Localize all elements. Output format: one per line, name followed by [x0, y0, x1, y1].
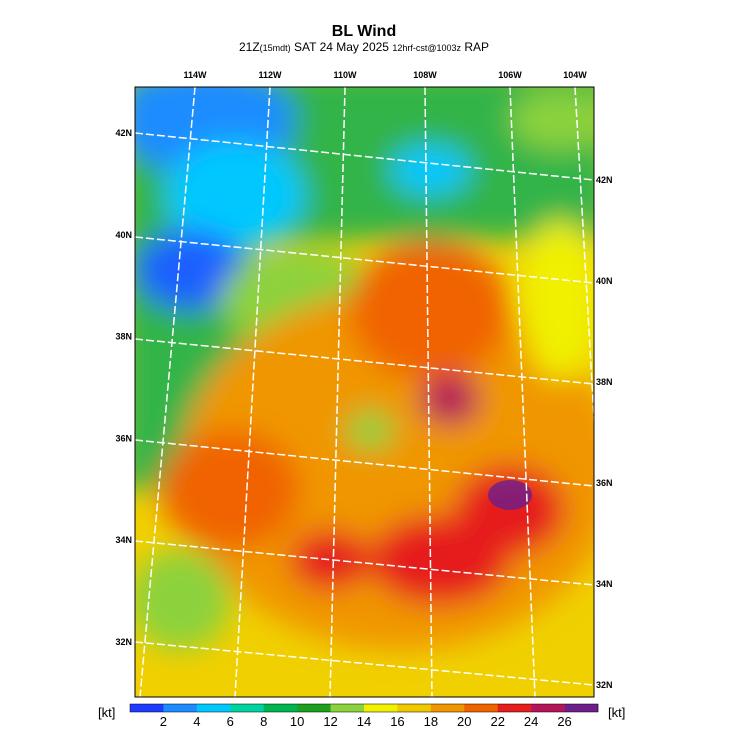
latitude-label: 34N: [115, 535, 132, 545]
colorbar-swatch: [263, 704, 298, 712]
title: BL Wind: [332, 23, 396, 40]
colorbar-tick-label: 22: [490, 714, 504, 729]
latitude-label: 40N: [115, 230, 132, 240]
colorbar-tick-label: 6: [227, 714, 234, 729]
colorbar-swatch: [163, 704, 198, 712]
latitude-label: 36N: [115, 433, 132, 443]
colorbar-unit: [kt]: [608, 705, 625, 720]
longitude-label: 114W: [183, 70, 207, 80]
colorbar-tick-label: 10: [290, 714, 304, 729]
colorbar-tick-label: 2: [160, 714, 167, 729]
subtitle: 21Z(15mdt) SAT 24 May 2025 12hrf-cst@100…: [239, 40, 489, 54]
colorbar-swatch: [196, 704, 231, 712]
colorbar-tick-label: 12: [323, 714, 337, 729]
colorbar-swatch: [330, 704, 365, 712]
colorbar-swatch: [364, 704, 398, 712]
colorbar-unit: [kt]: [98, 705, 115, 720]
colorbar-swatch: [397, 704, 432, 712]
colorbar-tick-label: 26: [557, 714, 571, 729]
subtitle-model: RAP: [464, 40, 489, 54]
colorbar-swatch: [564, 704, 599, 712]
longitude-label: 112W: [258, 70, 282, 80]
colorbar-tick-label: 4: [193, 714, 200, 729]
subtitle-run: 12hrf-cst@1003z: [392, 43, 461, 53]
colorbar-tick-label: 8: [260, 714, 267, 729]
latitude-label: 40N: [596, 276, 613, 286]
subtitle-date: SAT 24 May 2025: [294, 40, 389, 54]
latitude-label: 42N: [596, 175, 613, 185]
colorbar-tick-label: 20: [457, 714, 471, 729]
latitude-label: 36N: [596, 478, 613, 488]
subtitle-time: 21Z: [239, 40, 260, 54]
colorbar-swatch: [497, 704, 532, 712]
colorbar-frame: [129, 703, 599, 713]
colorbar-swatch: [297, 704, 331, 712]
latitude-label: 32N: [115, 637, 132, 647]
colorbar-swatch: [230, 704, 265, 712]
longitude-label: 104W: [563, 70, 587, 80]
colorbar-swatch: [430, 704, 465, 712]
colorbar-tick-label: 24: [524, 714, 538, 729]
colorbar-tick-label: 16: [390, 714, 404, 729]
colorbar-tick-label: 14: [357, 714, 371, 729]
latitude-label: 42N: [115, 128, 132, 138]
latitude-label: 38N: [115, 332, 132, 342]
longitude-label: 110W: [333, 70, 357, 80]
longitude-label: 108W: [413, 70, 437, 80]
colorbar-tick-label: 18: [424, 714, 438, 729]
subtitle-local: (15mdt): [260, 43, 291, 53]
colorbar-swatch: [130, 704, 164, 712]
latitude-label: 38N: [596, 377, 613, 387]
latitude-label: 34N: [596, 579, 613, 589]
map-frame: [134, 86, 595, 698]
wind-field: [135, 87, 594, 697]
latitude-label: 32N: [596, 680, 613, 690]
colorbar-swatch: [531, 704, 565, 712]
longitude-label: 106W: [498, 70, 522, 80]
colorbar-swatch: [464, 704, 499, 712]
